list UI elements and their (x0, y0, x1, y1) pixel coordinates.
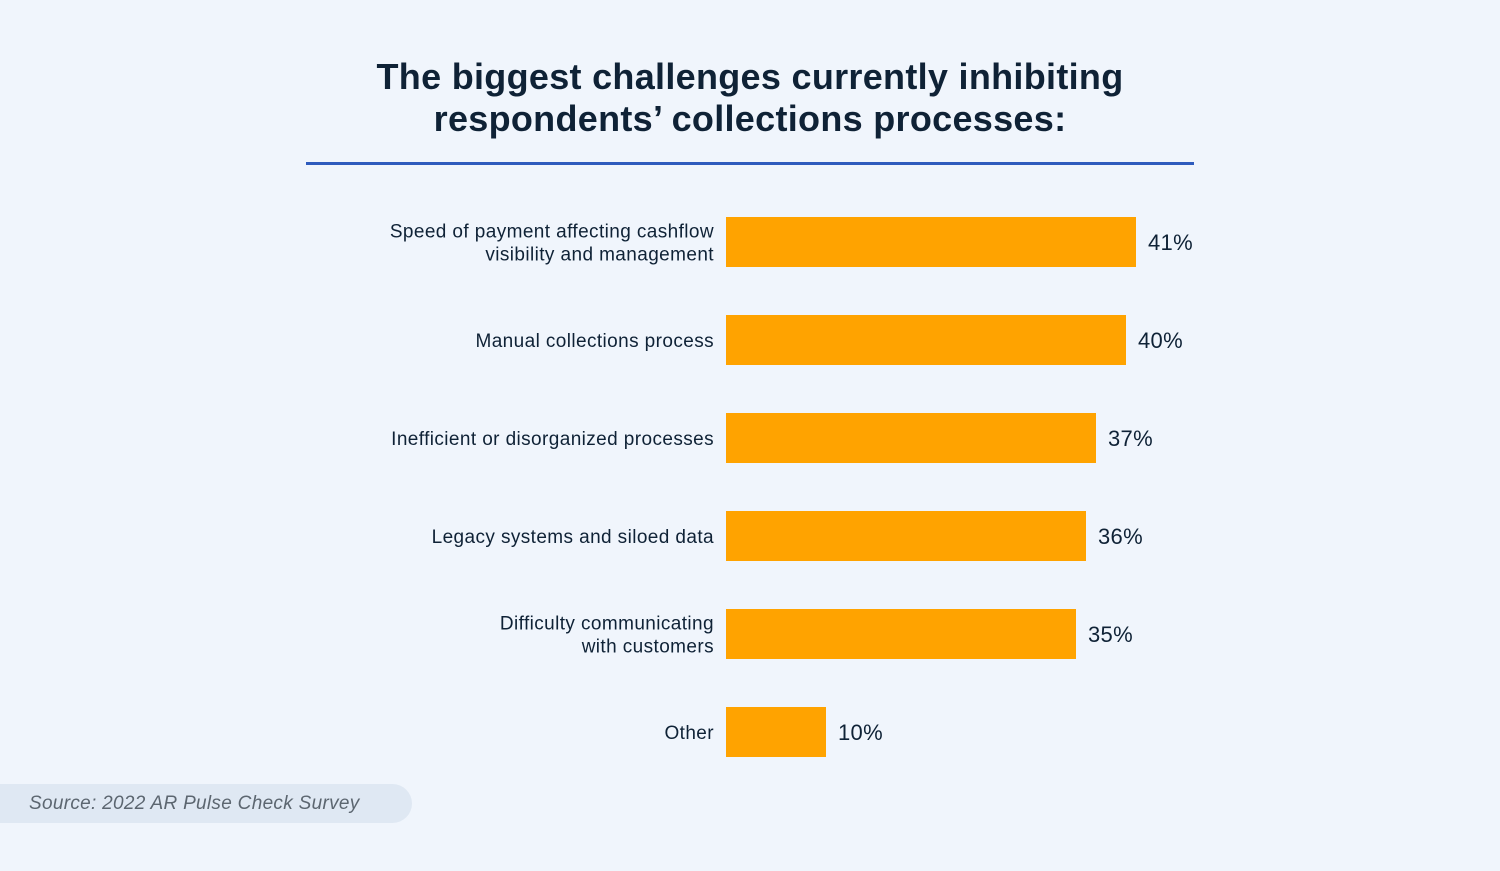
bar-group: 40% Manual collections process (475, 315, 1183, 365)
value-label: 36% (1098, 524, 1143, 549)
value-label: 35% (1088, 622, 1133, 647)
bar (726, 413, 1096, 463)
bar (726, 511, 1086, 561)
bar-group: 41% Speed of payment affecting cashflowvi… (390, 217, 1193, 267)
category-label: Speed of payment affecting cashflow (390, 222, 714, 243)
value-label: 41% (1148, 230, 1193, 255)
category-label: Manual collections process (475, 331, 714, 352)
bar (726, 315, 1126, 365)
category-label: Difficulty communicating (500, 614, 714, 635)
category-label: Legacy systems and siloed data (432, 527, 714, 548)
value-label: 10% (838, 720, 883, 745)
chart-title: The biggest challenges currently inhibit… (300, 56, 1200, 140)
title-underline (306, 162, 1194, 165)
bar-group: 10% Other (664, 707, 883, 757)
bar (726, 707, 826, 757)
chart-title-line-1: The biggest challenges currently inhibit… (376, 56, 1124, 97)
chart-title-line-2: respondents’ collections processes: (433, 98, 1067, 139)
category-label: with customers (581, 637, 714, 658)
value-label: 37% (1108, 426, 1153, 451)
category-label: Inefficient or disorganized processes (391, 429, 714, 450)
source-note: Source: 2022 AR Pulse Check Survey (0, 784, 412, 823)
category-label: visibility and management (485, 245, 714, 266)
category-label: Other (664, 723, 714, 744)
bar (726, 217, 1136, 267)
bar-group: 36% Legacy systems and siloed data (432, 511, 1143, 561)
bar-group: 37% Inefficient or disorganized processes (391, 413, 1153, 463)
value-label: 40% (1138, 328, 1183, 353)
bar (726, 609, 1076, 659)
